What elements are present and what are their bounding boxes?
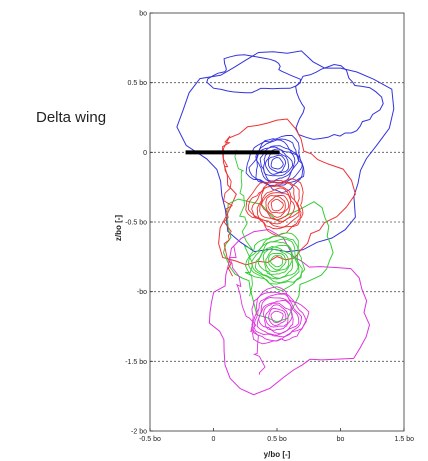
- green-vortex-ring: [251, 238, 300, 284]
- contour-layer: [176, 50, 395, 396]
- green-streak: [234, 149, 254, 297]
- x-tick-label: bo: [337, 436, 345, 443]
- blue-vortex-ring: [259, 146, 296, 182]
- green-outer-contour: [222, 198, 334, 323]
- red-streak: [221, 135, 234, 277]
- blue-vortex-ring: [245, 134, 304, 194]
- blue-vortex-ring: [255, 139, 303, 184]
- magenta-vortex-ring: [251, 291, 308, 342]
- green-vortex-ring: [262, 246, 293, 275]
- blue-outer-contour: [295, 63, 384, 140]
- magenta-vortex-ring: [264, 304, 289, 328]
- red-vortex-ring: [259, 187, 295, 223]
- green-vortex-ring: [265, 248, 290, 273]
- blue-vortex-ring: [270, 157, 284, 170]
- magenta-streak: [228, 245, 266, 375]
- magenta-outer-contour: [208, 228, 371, 396]
- blue-vortex-ring: [267, 154, 287, 173]
- x-tick-label: 0.5 bo: [267, 436, 287, 443]
- x-axis: -0.5 bo 0 0.5 bo bo 1.5 bo: [139, 428, 414, 443]
- y-tick-label: -1.5 bo: [125, 359, 147, 366]
- y-tick-label: bo: [139, 11, 147, 18]
- delta-wing-label: Delta wing: [36, 109, 106, 126]
- red-outer-contour: [218, 118, 356, 266]
- green-vortex-ring: [248, 235, 303, 285]
- x-tick-label: -0.5 bo: [139, 436, 161, 443]
- vortex-core: [274, 160, 280, 167]
- green-vortex-ring: [257, 244, 293, 279]
- magenta-vortex-ring: [268, 307, 287, 326]
- green-vortex-ring: [268, 252, 287, 271]
- magenta-vortex-ring: [253, 293, 303, 338]
- y-tick-label: -2 bo: [131, 429, 147, 436]
- y-tick-label: -bo: [137, 289, 147, 296]
- red-vortex-ring: [247, 179, 302, 230]
- red-vortex-ring: [267, 195, 286, 214]
- red-vortex-ring: [245, 178, 304, 237]
- x-axis-label: y/bo [-]: [264, 450, 291, 459]
- x-tick-label: 1.5 bo: [395, 436, 415, 443]
- vortex-core: [274, 258, 280, 265]
- y-axis-label: z/bo [-]: [114, 215, 123, 242]
- y-tick-label: 0: [143, 150, 147, 157]
- magenta-vortex-ring: [258, 300, 294, 335]
- magenta-vortex-ring: [263, 302, 293, 331]
- vortex-core: [274, 202, 280, 209]
- green-vortex-ring: [254, 241, 299, 280]
- red-vortex-ring: [251, 182, 301, 228]
- y-tick-label: 0.5 bo: [128, 80, 148, 87]
- y-tick-label: -0.5 bo: [125, 220, 147, 227]
- x-tick-label: 0: [212, 436, 216, 443]
- vortex-core: [274, 313, 280, 320]
- magenta-vortex-ring: [270, 310, 284, 324]
- blue-vortex-ring: [263, 148, 293, 177]
- green-vortex-ring: [245, 232, 306, 292]
- blue-vortex-ring: [264, 151, 290, 175]
- blue-outer-contour: [206, 54, 301, 94]
- plot-area: [149, 12, 405, 432]
- blue-outer-contour: [176, 50, 395, 253]
- green-vortex-ring: [270, 255, 283, 268]
- red-vortex-ring: [260, 192, 292, 221]
- y-axis: bo 0.5 bo 0 -0.5 bo -bo -1.5 bo -2 bo: [125, 11, 153, 436]
- red-vortex-ring: [270, 199, 284, 212]
- red-vortex-ring: [265, 194, 290, 218]
